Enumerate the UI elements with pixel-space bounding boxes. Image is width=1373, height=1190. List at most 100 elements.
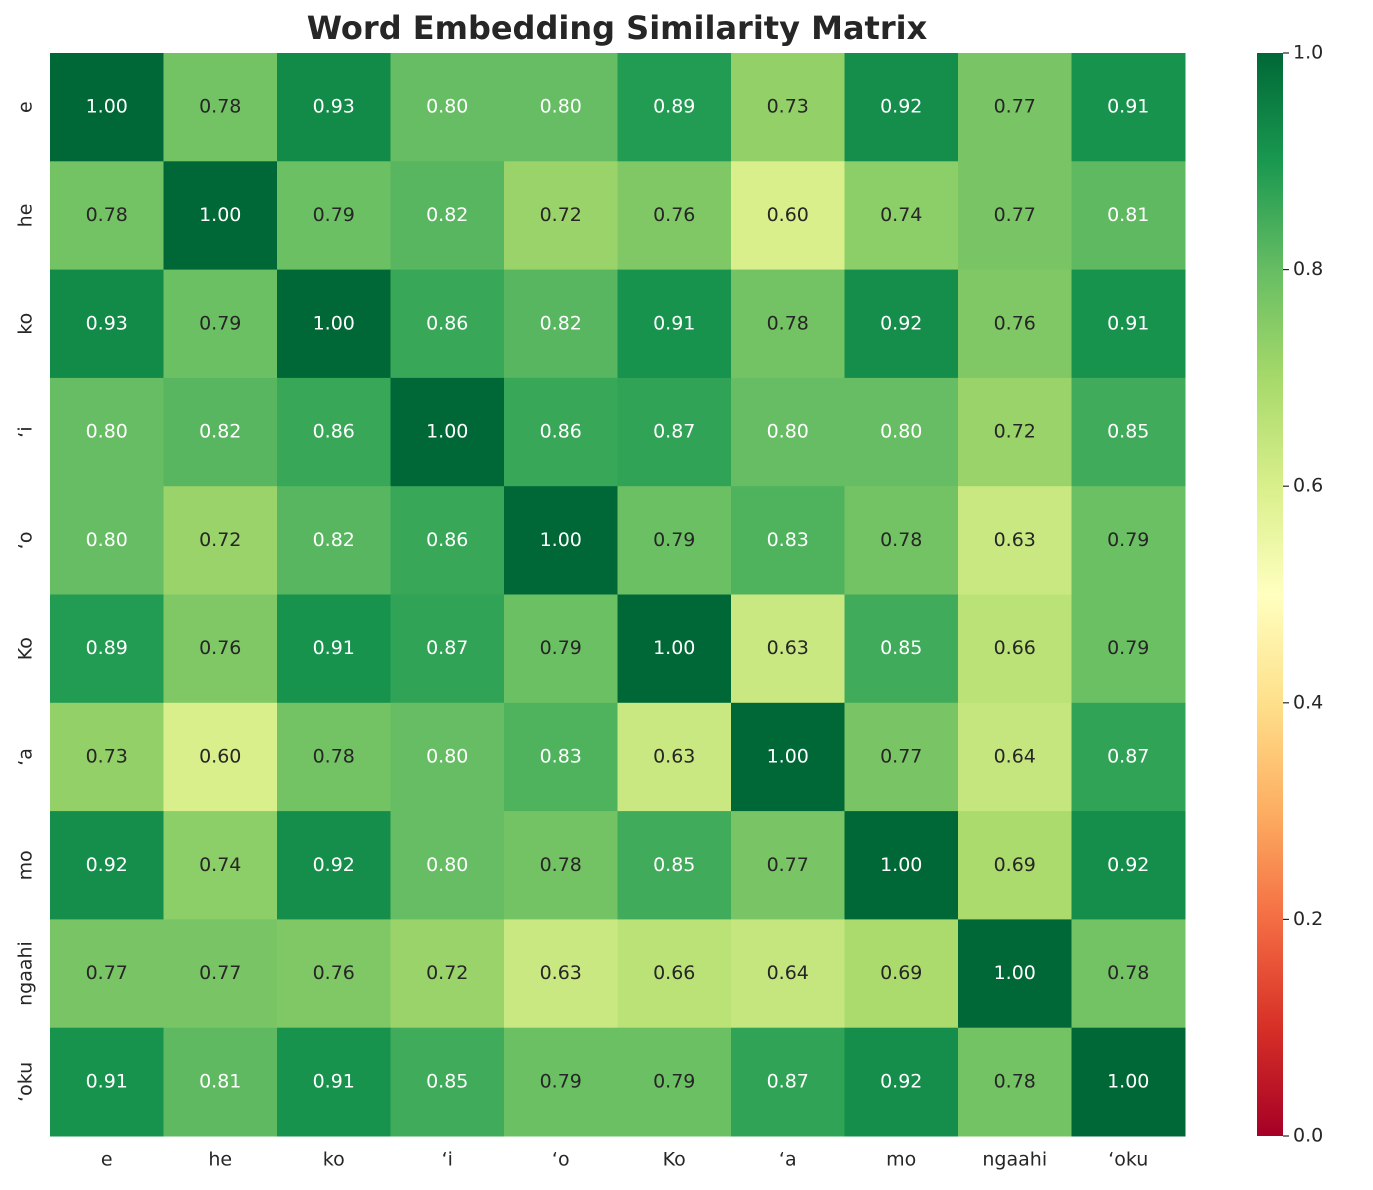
cell-label: 0.72 — [426, 962, 468, 984]
heatmap-cell — [390, 1027, 505, 1137]
heatmap-cell — [390, 161, 505, 271]
heatmap-cell — [1071, 811, 1186, 920]
heatmap-cell — [50, 486, 164, 595]
cell-label: 1.00 — [86, 96, 128, 118]
heatmap-cell — [277, 53, 391, 162]
cell-label: 0.78 — [767, 312, 809, 334]
heatmap-cell — [504, 919, 618, 1029]
heatmap-cell — [617, 269, 732, 379]
cell-label: 0.74 — [199, 854, 241, 876]
heatmap-cell — [731, 269, 845, 379]
y-tick-label: e — [15, 101, 37, 113]
cell-label: 0.63 — [653, 745, 695, 767]
x-tick-label: ʻoku — [1108, 1149, 1148, 1171]
heatmap-cell — [163, 53, 278, 162]
heatmap-cell — [504, 811, 618, 920]
cell-label: 0.77 — [86, 962, 128, 984]
heatmap-cell — [277, 486, 391, 595]
y-tick-label: ʻoku — [15, 1062, 37, 1102]
colorbar-tick-label: 0.6 — [1293, 475, 1323, 497]
heatmap-cell — [50, 161, 164, 271]
heatmap-cell — [277, 702, 391, 812]
heatmap-cell — [163, 269, 278, 379]
heatmap-cell — [390, 919, 505, 1029]
cell-label: 0.64 — [994, 745, 1036, 767]
heatmap-cell — [1071, 53, 1186, 162]
heatmap-cell — [504, 594, 618, 704]
cell-label: 0.80 — [880, 421, 922, 443]
heatmap-cell — [958, 702, 1072, 812]
cell-label: 0.64 — [767, 962, 809, 984]
heatmap-cell — [390, 702, 505, 812]
cell-label: 0.82 — [426, 204, 468, 226]
heatmap-cell — [277, 1027, 391, 1137]
cell-label: 0.91 — [313, 637, 355, 659]
x-tick-label: Ko — [663, 1149, 686, 1171]
cell-label: 0.87 — [1107, 745, 1149, 767]
cell-label: 0.79 — [540, 1070, 582, 1092]
cell-label: 0.93 — [86, 312, 128, 334]
cell-label: 0.73 — [86, 745, 128, 767]
heatmap-cell — [504, 702, 618, 812]
heatmap-cell — [844, 594, 959, 704]
heatmap-cell — [844, 702, 959, 812]
cell-label: 0.87 — [426, 637, 468, 659]
cell-label: 0.79 — [653, 529, 695, 551]
cell-label: 0.77 — [880, 745, 922, 767]
heatmap-cell — [50, 53, 164, 162]
cell-label: 0.80 — [86, 529, 128, 551]
cell-label: 0.92 — [1107, 854, 1149, 876]
heatmap-cell — [50, 377, 164, 487]
cell-label: 1.00 — [767, 745, 809, 767]
heatmap-cell — [731, 702, 845, 812]
cell-label: 0.72 — [994, 421, 1036, 443]
cell-label: 0.86 — [426, 529, 468, 551]
cell-label: 0.81 — [1107, 204, 1149, 226]
heatmap-cell — [1071, 161, 1186, 271]
cell-label: 0.60 — [199, 745, 241, 767]
heatmap-cell — [1071, 377, 1186, 487]
heatmap-cell — [50, 269, 164, 379]
cell-label: 0.76 — [653, 204, 695, 226]
heatmap-cell — [504, 53, 618, 162]
heatmap-cell — [844, 269, 959, 379]
cell-label: 0.92 — [86, 854, 128, 876]
heatmap-cell — [844, 1027, 959, 1137]
heatmap-cell — [617, 486, 732, 595]
colorbar-tick-label: 0.8 — [1293, 258, 1323, 280]
cell-label: 0.92 — [880, 312, 922, 334]
cell-label: 1.00 — [994, 962, 1036, 984]
cell-label: 0.76 — [313, 962, 355, 984]
heatmap-cell — [958, 486, 1072, 595]
cell-label: 0.80 — [540, 96, 582, 118]
cell-label: 0.86 — [426, 312, 468, 334]
cell-label: 0.83 — [540, 745, 582, 767]
cell-label: 0.78 — [199, 96, 241, 118]
cell-label: 1.00 — [880, 854, 922, 876]
cell-label: 0.80 — [426, 745, 468, 767]
heatmap-cell — [844, 919, 959, 1029]
chart-title: Word Embedding Similarity Matrix — [307, 9, 928, 47]
cell-label: 0.79 — [1107, 637, 1149, 659]
heatmap-cell — [504, 161, 618, 271]
heatmap-cell — [731, 811, 845, 920]
heatmap-cell — [504, 486, 618, 595]
heatmap-cell — [731, 53, 845, 162]
heatmap-cell — [163, 161, 278, 271]
cell-label: 0.91 — [653, 312, 695, 334]
cell-label: 0.69 — [994, 854, 1036, 876]
heatmap-cell — [163, 919, 278, 1029]
cell-label: 0.80 — [426, 96, 468, 118]
cell-label: 0.77 — [767, 854, 809, 876]
heatmap-cell — [958, 919, 1072, 1029]
heatmap-cell — [277, 594, 391, 704]
colorbar-tick-label: 1.0 — [1293, 42, 1323, 64]
cell-label: 0.73 — [767, 96, 809, 118]
cell-label: 0.80 — [767, 421, 809, 443]
heatmap-cell — [958, 53, 1072, 162]
heatmap-cell — [1071, 269, 1186, 379]
cell-label: 0.92 — [880, 96, 922, 118]
y-tick-label: Ko — [15, 637, 37, 660]
cell-label: 0.76 — [199, 637, 241, 659]
cell-label: 0.85 — [426, 1070, 468, 1092]
